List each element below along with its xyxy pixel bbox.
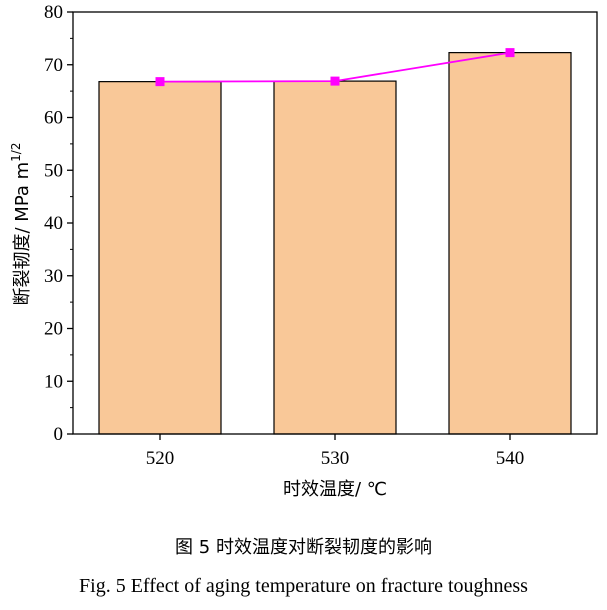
line-marker-540 (505, 48, 515, 58)
x-axis-title: 时效温度/ ℃ (283, 479, 387, 500)
figure-caption-chinese: 图 5 时效温度对断裂韧度的影响 (175, 537, 432, 558)
y-tick-label: 30 (44, 266, 63, 287)
y-tick-label: 40 (44, 213, 63, 234)
y-tick-label: 60 (44, 108, 63, 129)
x-tick-label-540: 540 (496, 448, 525, 469)
line-layer (155, 48, 515, 87)
y-tick-label: 0 (54, 424, 64, 445)
bar-540 (448, 52, 572, 435)
bar-530 (273, 80, 397, 435)
y-tick-label: 80 (44, 2, 63, 23)
x-tick-label-520: 520 (146, 448, 175, 469)
y-tick-label: 20 (44, 319, 63, 340)
y-tick-label: 50 (44, 160, 63, 181)
bars-layer (98, 52, 572, 435)
y-axis-title: 断裂韧度/ MPa m1/2 (9, 143, 33, 306)
x-tick-label-530: 530 (321, 448, 350, 469)
line-marker-530 (330, 76, 340, 86)
axes-layer: 0 10 20 30 40 50 60 70 80 520 530 540 (44, 2, 598, 469)
y-tick-label: 70 (44, 55, 63, 76)
y-axis-title-superscript: 1/2 (9, 143, 23, 162)
figure-caption-english: Fig. 5 Effect of aging temperature on fr… (79, 575, 528, 597)
bar-520 (98, 81, 222, 435)
chart: 0 10 20 30 40 50 60 70 80 520 530 540 时效温度/ ℃ 断裂韧度/… (9, 2, 598, 500)
line-marker-520 (155, 77, 165, 87)
y-tick-label: 10 (44, 371, 63, 392)
y-axis-title-text: 断裂韧度/ MPa m (12, 162, 33, 306)
